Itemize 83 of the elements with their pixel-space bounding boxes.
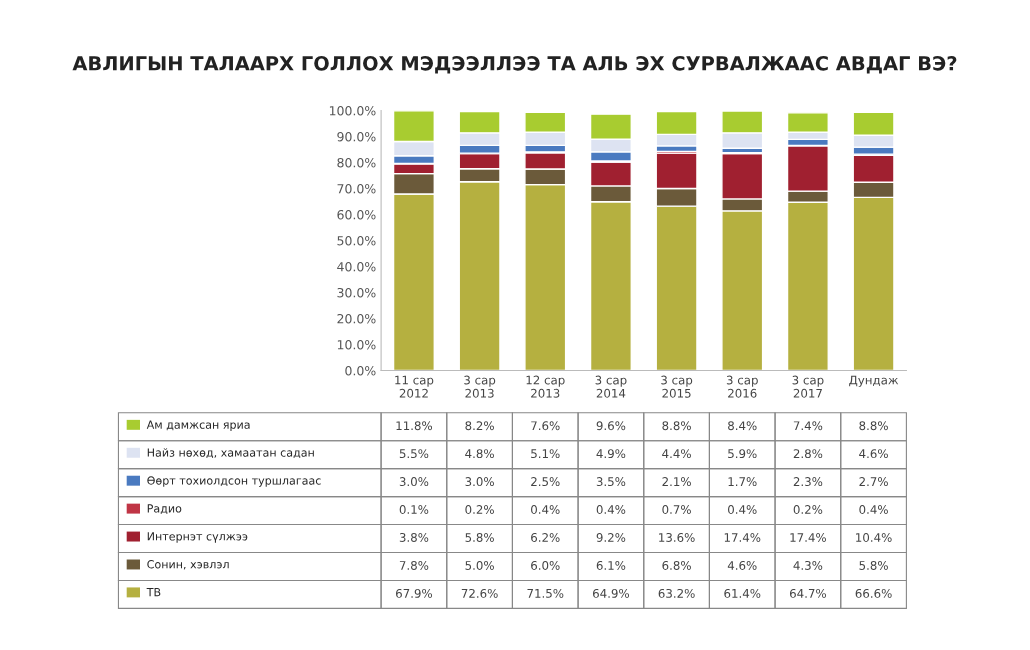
data-label: 2.7% — [859, 477, 888, 487]
y-tick-label: 50.0% — [337, 235, 376, 246]
data-label: 5.1% — [531, 449, 560, 459]
data-label: 0.2% — [465, 505, 494, 514]
data-label: 2.5% — [531, 477, 560, 487]
data-label: 4.8% — [465, 449, 494, 459]
y-tick-label: 80.0% — [337, 157, 376, 168]
data-label: 6.0% — [531, 560, 560, 570]
data-label: 3.0% — [399, 477, 429, 487]
legend-label: Ам дамжсан яриа — [146, 420, 250, 431]
x-tick-label: 11 сар 2012 — [395, 375, 434, 398]
x-tick-label: 3 сар 2014 — [595, 375, 627, 398]
y-tick-label: 20.0% — [337, 313, 376, 324]
data-label: 2.8% — [793, 449, 823, 459]
data-label: 4.6% — [727, 560, 757, 570]
data-label: 6.1% — [596, 560, 626, 570]
legend-label: Радио — [147, 504, 182, 514]
data-label: 4.3% — [793, 560, 823, 570]
chart-title: АВЛИГЫН ТАЛААРХ ГОЛЛОХ МЭДЭЭЛЛЭЭ ТА АЛЬ ЭХ СУРВАЛЖААС АВДАГ ВЭ? — [72, 55, 957, 74]
legend-label: Сонин, хэвлэл — [147, 560, 229, 570]
y-tick-label: 0.0% — [345, 365, 376, 376]
data-label: 0.2% — [793, 505, 823, 514]
data-label: 17.4% — [724, 533, 761, 542]
y-tick-label: 10.0% — [337, 339, 376, 350]
data-label: 71.5% — [527, 588, 564, 598]
x-tick-label: 12 сар 2013 — [526, 375, 565, 398]
data-label: 5.8% — [465, 533, 494, 542]
data-label: 2.1% — [662, 477, 691, 487]
data-label: 8.8% — [662, 421, 691, 431]
data-label: 5.9% — [728, 449, 757, 459]
data-label: 13.6% — [659, 533, 695, 542]
data-label: 10.4% — [856, 533, 892, 542]
legend-label: ТВ — [146, 588, 161, 597]
data-label: 9.2% — [596, 533, 626, 542]
data-label: 4.9% — [596, 449, 626, 459]
data-label: 8.8% — [859, 421, 888, 431]
y-tick-label: 90.0% — [337, 131, 376, 142]
data-label: 7.8% — [399, 560, 429, 570]
x-tick-label: Дундаж — [849, 375, 899, 387]
data-label: 3.8% — [399, 533, 429, 542]
data-label: 3.0% — [465, 477, 494, 487]
data-label: 6.8% — [662, 560, 691, 570]
data-label: 66.6% — [855, 588, 892, 598]
data-label: 63.2% — [658, 588, 695, 598]
data-label: 4.6% — [859, 449, 888, 459]
data-label: 64.9% — [592, 588, 630, 598]
x-tick-label: 3 сар 2016 — [726, 375, 758, 398]
data-label: 9.6% — [596, 421, 626, 431]
data-label: 0.7% — [662, 505, 691, 514]
y-tick-label: 70.0% — [337, 183, 376, 194]
x-tick-label: 3 сар 2015 — [661, 375, 693, 398]
data-label: 61.4% — [724, 588, 761, 598]
x-tick-label: 3 сар 2013 — [464, 375, 496, 398]
data-label: 72.6% — [461, 588, 498, 598]
data-label: 0.4% — [859, 505, 888, 514]
data-label: 4.4% — [662, 449, 691, 459]
data-label: 5.8% — [859, 560, 888, 570]
data-label: 67.9% — [396, 588, 433, 598]
legend-label: Найз нөхөд, хамаатан садан — [147, 448, 314, 459]
data-label: 8.2% — [465, 421, 494, 431]
legend-label: Интернэт сүлжээ — [147, 532, 248, 543]
data-label: 17.4% — [790, 533, 827, 542]
data-label: 0.4% — [531, 505, 560, 514]
data-label: 0.1% — [399, 505, 429, 514]
data-label: 0.4% — [728, 505, 757, 514]
y-tick-label: 40.0% — [337, 261, 376, 272]
data-label: 2.3% — [793, 477, 823, 487]
data-label: 5.5% — [399, 449, 429, 459]
y-tick-label: 60.0% — [337, 209, 376, 220]
data-label: 3.5% — [596, 477, 626, 487]
y-tick-label: 30.0% — [337, 287, 376, 298]
data-label: 5.0% — [465, 560, 494, 570]
data-label: 7.4% — [793, 421, 823, 431]
data-label: 8.4% — [728, 421, 757, 431]
data-label: 64.7% — [789, 588, 827, 598]
x-tick-label: 3 сар 2017 — [792, 375, 824, 398]
legend-label: Өөрт тохиолдсон туршлагаас — [147, 476, 321, 487]
data-label: 6.2% — [531, 533, 560, 542]
data-label: 1.7% — [728, 477, 757, 487]
data-label: 11.8% — [396, 421, 433, 431]
data-label: 7.6% — [531, 421, 560, 431]
data-label: 0.4% — [596, 505, 626, 514]
y-tick-label: 100.0% — [329, 105, 376, 116]
